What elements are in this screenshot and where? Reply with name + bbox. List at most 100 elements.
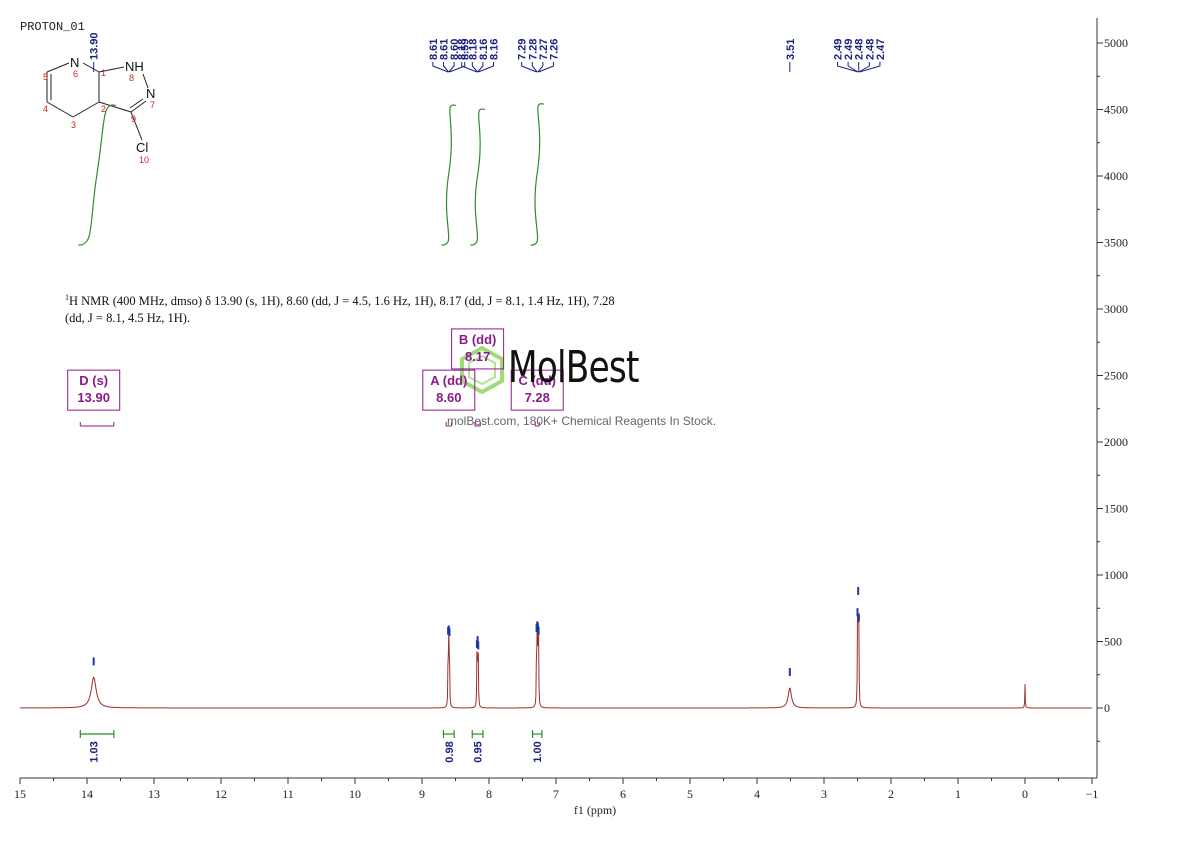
atom-n7: N — [146, 86, 155, 101]
x-tick-label: −1 — [1086, 787, 1099, 801]
peak-label-connector — [471, 62, 478, 73]
y-tick-label: 4000 — [1104, 169, 1128, 183]
atom-number-1: 1 — [101, 68, 106, 78]
peak-label: 8.18 — [457, 39, 469, 60]
peak-label-connector — [448, 62, 455, 73]
peak-label: 8.16 — [489, 39, 501, 60]
molecule-structure: N NH N Cl 1 2 3 4 5 6 7 8 9 10 — [43, 55, 155, 165]
x-tick-label: 7 — [553, 787, 559, 801]
x-tick-label: 2 — [888, 787, 894, 801]
nmr-summary: 1H NMR (400 MHz, dmso) δ 13.90 (s, 1H), … — [65, 289, 625, 327]
peak-label-connector — [477, 62, 484, 73]
peak-label: 7.28 — [527, 39, 539, 60]
integral-value: 1.03 — [89, 741, 101, 762]
spectrum-line — [20, 611, 1092, 709]
x-tick-label: 5 — [687, 787, 693, 801]
multiplet-shift: 8.17 — [465, 349, 490, 364]
y-tick-label: 3500 — [1104, 236, 1128, 250]
x-tick-label: 4 — [754, 787, 760, 801]
peak-label-connector — [461, 62, 478, 73]
x-axis-label: f1 (ppm) — [573, 803, 617, 817]
multiplet-shift: 8.60 — [436, 390, 461, 405]
summary-text: H NMR (400 MHz, dmso) δ 13.90 (s, 1H), 8… — [65, 294, 615, 326]
peak-label: 7.26 — [548, 39, 560, 60]
peak-label: 8.18 — [467, 39, 479, 60]
multiplet-label: B (dd) — [459, 332, 497, 347]
integral-value: 0.98 — [444, 741, 456, 762]
atom-number-5: 5 — [43, 72, 48, 82]
multiplet-box — [422, 369, 476, 411]
atom-number-4: 4 — [43, 104, 48, 114]
x-tick-label: 15 — [14, 787, 26, 801]
multiplet-shift: 13.90 — [77, 390, 110, 405]
molbest-tagline: molBest.com, 180K+ Chemical Reagents In … — [447, 414, 717, 428]
x-tick-label: 11 — [282, 787, 294, 801]
atom-nh8: NH — [125, 59, 144, 74]
peak-label-connector — [538, 62, 554, 73]
x-tick-label: 8 — [486, 787, 492, 801]
x-tick-label: 9 — [419, 787, 425, 801]
integral-value: 0.95 — [473, 741, 485, 762]
peak-label: 8.59 — [460, 39, 472, 60]
x-tick-label: 1 — [955, 787, 961, 801]
peak-label: 8.61 — [428, 39, 440, 60]
y-tick-label: 2500 — [1104, 369, 1128, 383]
atom-number-2: 2 — [101, 104, 106, 114]
peak-label: 13.90 — [89, 32, 101, 60]
multiplet-label: C (dd) — [518, 373, 556, 388]
atom-cl: Cl — [136, 140, 148, 155]
y-tick-label: 0 — [1104, 701, 1110, 715]
peak-label-connector — [537, 62, 544, 73]
peak-label-connector — [837, 62, 859, 73]
atom-number-9: 9 — [131, 114, 136, 124]
atom-number-3: 3 — [71, 120, 76, 130]
peak-label-connector — [478, 62, 495, 73]
x-tick-label: 6 — [620, 787, 626, 801]
peak-label: 2.48 — [854, 39, 866, 60]
peak-label: 7.29 — [517, 39, 529, 60]
y-tick-label: 2000 — [1104, 435, 1128, 449]
multiplet-shift: 7.28 — [525, 390, 550, 405]
multiplet-box — [67, 369, 121, 411]
y-tick-label: 4500 — [1104, 103, 1128, 117]
multiplet-label: A (dd) — [430, 373, 467, 388]
y-tick-label: 3000 — [1104, 302, 1128, 316]
multiplet-box — [451, 328, 505, 370]
x-tick-label: 10 — [349, 787, 361, 801]
spectrum-title: PROTON_01 — [20, 20, 85, 34]
y-tick-label: 1500 — [1104, 502, 1128, 516]
atom-number-10: 10 — [139, 155, 149, 165]
peak-label-connector — [432, 62, 449, 73]
y-tick-label: 1000 — [1104, 568, 1128, 582]
peak-label-connector — [858, 62, 870, 73]
summary-superscript: 1 — [65, 293, 69, 302]
atom-number-6: 6 — [73, 69, 78, 79]
molbest-logo: MolBest — [508, 342, 639, 393]
peak-label-connector — [521, 62, 537, 73]
y-tick-label: 5000 — [1104, 36, 1128, 50]
peak-label: 8.16 — [478, 39, 490, 60]
multiplet-box — [510, 369, 564, 411]
peak-label: 3.51 — [785, 39, 797, 60]
integral-curve — [78, 104, 116, 246]
peak-label: 7.27 — [538, 39, 550, 60]
x-tick-label: 0 — [1022, 787, 1028, 801]
peak-label-connector — [449, 62, 466, 73]
peak-label: 8.61 — [439, 39, 451, 60]
peak-label-connector — [443, 62, 450, 73]
peak-label: 2.49 — [843, 39, 855, 60]
atom-number-8: 8 — [129, 73, 134, 83]
y-tick-label: 500 — [1104, 635, 1122, 649]
molbest-logo-icon — [460, 345, 504, 395]
peak-label-connector — [531, 62, 538, 73]
integral-curve — [530, 103, 545, 246]
peak-label-connector — [847, 62, 859, 73]
x-tick-label: 14 — [81, 787, 93, 801]
peak-label: 2.49 — [833, 39, 845, 60]
integral-curve — [441, 104, 457, 246]
atom-number-7: 7 — [150, 100, 155, 110]
atom-n6: N — [70, 55, 79, 70]
peak-label: 8.60 — [449, 39, 461, 60]
integral-value: 1.00 — [532, 741, 544, 762]
